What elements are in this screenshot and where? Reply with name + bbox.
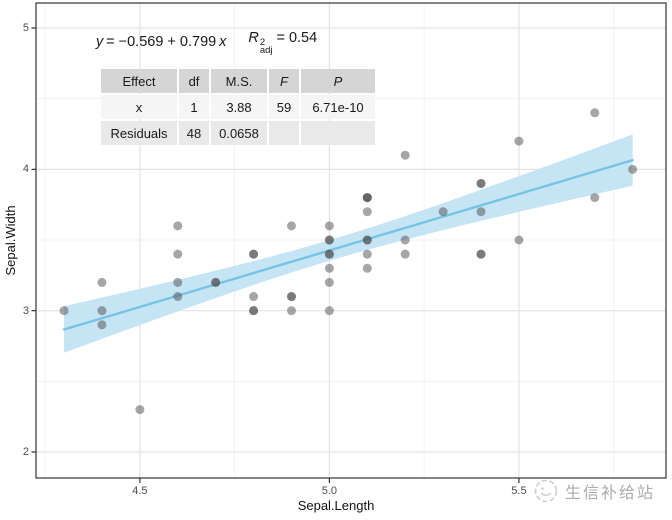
data-point: [211, 277, 221, 287]
data-point: [173, 221, 183, 231]
data-point: [324, 306, 334, 316]
table-cell: 6.71e-10: [301, 95, 375, 119]
data-point: [590, 193, 600, 203]
anova-table-header: Effect df M.S. F P: [101, 69, 375, 93]
data-point: [590, 108, 600, 118]
watermark: 生信补给站: [533, 477, 655, 505]
regression-equation: y = −0.569 + 0.799 x R 2 adj = 0.54: [96, 30, 317, 55]
data-point: [476, 178, 486, 188]
r2-supsub: 2 adj: [259, 36, 273, 56]
panel-border: [35, 2, 667, 479]
equation-y: y: [96, 34, 104, 50]
data-point: [97, 306, 107, 316]
data-point: [628, 164, 638, 174]
data-point: [438, 207, 448, 217]
table-header-cell: M.S.: [211, 69, 267, 93]
data-point: [173, 277, 183, 287]
regression-line: [62, 158, 634, 331]
data-point: [324, 235, 334, 245]
table-cell: 3.88: [211, 95, 267, 119]
data-point: [362, 263, 372, 273]
data-point: [362, 235, 372, 245]
data-point: [362, 207, 372, 217]
watermark-text: 生信补给站: [565, 485, 656, 502]
equation-x: x: [219, 34, 227, 50]
r2-symbol: R: [248, 29, 259, 46]
data-point: [286, 292, 296, 302]
table-cell: Residuals: [101, 121, 177, 145]
data-point: [362, 249, 372, 259]
data-point: [514, 136, 524, 146]
equation-formula: y = −0.569 + 0.799 x: [96, 34, 226, 50]
data-point: [135, 405, 145, 415]
data-point: [514, 235, 524, 245]
data-point: [249, 249, 259, 259]
data-point: [476, 207, 486, 217]
table-header-cell: F: [269, 69, 299, 93]
table-cell: 48: [179, 121, 209, 145]
data-point: [400, 249, 410, 259]
anova-table: Effect df M.S. F P x 1 3.88 59 6.71e-10 Residuals…: [99, 67, 377, 147]
data-point: [249, 306, 259, 316]
data-point: [97, 320, 107, 330]
x-tick-label: 5.0: [321, 485, 338, 497]
y-tick-label: 2: [22, 445, 29, 458]
table-cell: x: [101, 95, 177, 119]
data-point: [286, 306, 296, 316]
data-point: [324, 277, 334, 287]
data-point: [362, 193, 372, 203]
x-tick-label: 4.5: [132, 485, 148, 497]
table-cell: 59: [269, 95, 299, 119]
table-cell: [269, 121, 299, 145]
r2-subscript: adj: [259, 44, 273, 56]
data-point: [324, 221, 334, 231]
table-cell: [301, 121, 375, 145]
data-point: [286, 221, 296, 231]
x-axis-title: Sepal.Length: [297, 498, 375, 513]
data-point: [476, 249, 486, 259]
table-header-cell: Effect: [101, 69, 177, 93]
data-point: [324, 249, 334, 259]
table-row: x 1 3.88 59 6.71e-10: [101, 95, 375, 119]
anova-table-body: x 1 3.88 59 6.71e-10 Residuals 48 0.0658: [101, 95, 375, 145]
table-header-cell: df: [179, 69, 209, 93]
data-point: [59, 306, 69, 316]
r2-superscript: 2: [259, 36, 266, 48]
data-point: [249, 292, 259, 302]
equation-r2: R 2 adj = 0.54: [248, 30, 317, 55]
data-point: [173, 249, 183, 259]
data-point: [400, 235, 410, 245]
y-tick-label: 5: [22, 22, 29, 34]
table-cell: 0.0658: [211, 121, 267, 145]
data-point: [400, 150, 410, 160]
data-point: [324, 263, 334, 273]
y-axis-title: Sepal.Width: [3, 205, 18, 276]
table-header-row: Effect df M.S. F P: [101, 69, 375, 93]
y-tick-label: 4: [22, 163, 29, 176]
data-point: [173, 292, 183, 302]
data-point: [97, 277, 107, 287]
equation-coefficients: = −0.569 + 0.799: [106, 34, 217, 50]
y-tick-label: 3: [22, 304, 29, 317]
table-row: Residuals 48 0.0658: [101, 121, 375, 145]
x-tick-label: 5.5: [511, 485, 527, 497]
r2-value: = 0.54: [276, 29, 318, 46]
table-header-cell: P: [301, 69, 375, 93]
watermark-logo-icon: [534, 479, 558, 503]
table-cell: 1: [179, 95, 209, 119]
